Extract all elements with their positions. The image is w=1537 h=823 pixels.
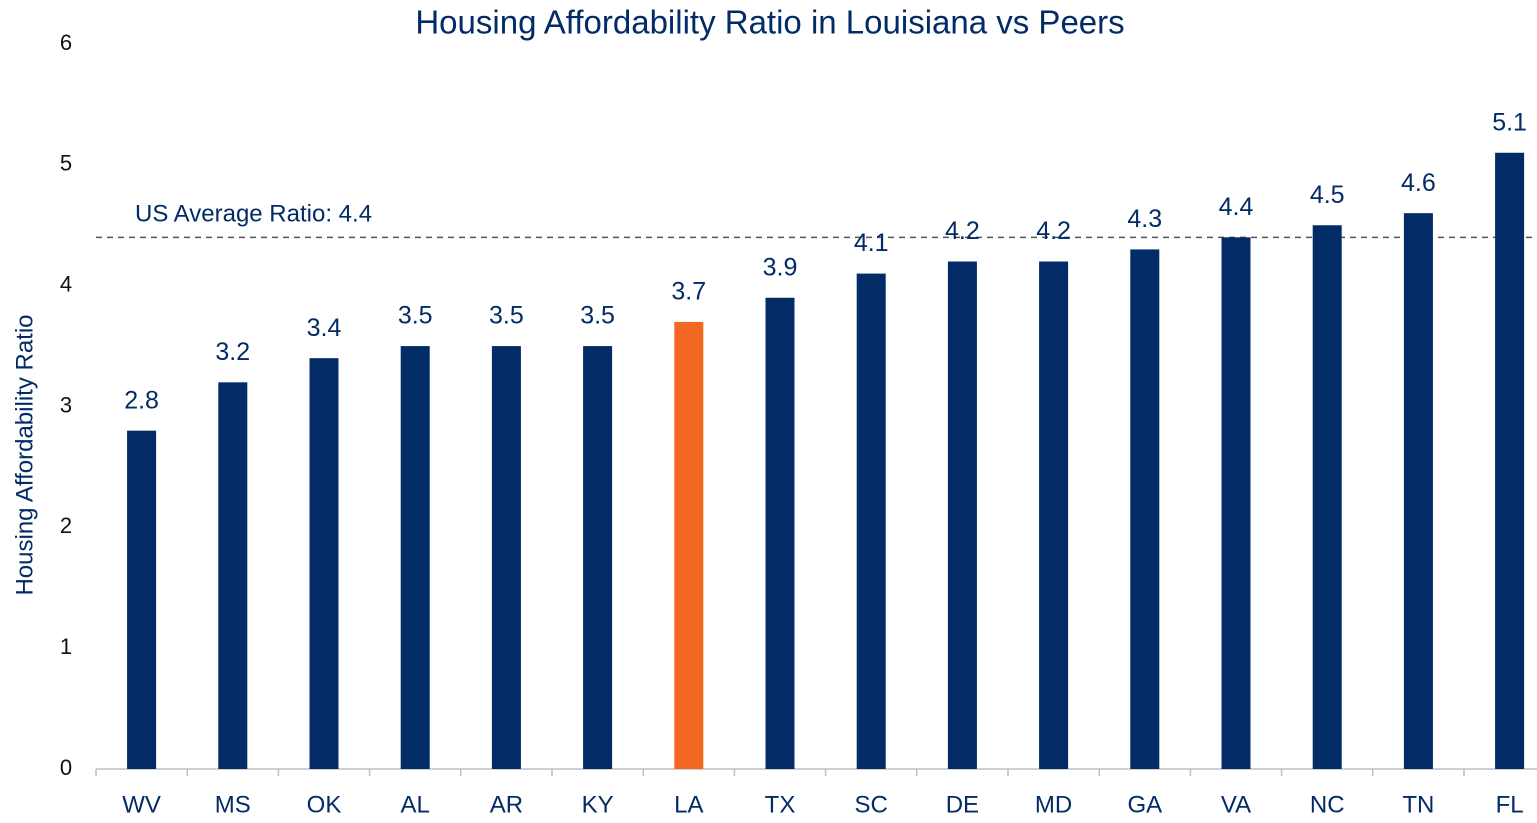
value-label: 4.2 [945, 217, 980, 245]
bar [309, 358, 339, 769]
value-label: 3.5 [398, 302, 433, 330]
value-label: 2.8 [124, 386, 159, 414]
bar [1495, 152, 1525, 769]
x-tick-label: SC [855, 791, 888, 818]
bar [947, 261, 977, 769]
bar [856, 273, 886, 769]
y-tick-label: 0 [60, 755, 72, 780]
y-axis-label: Housing Affordability Ratio [11, 314, 38, 595]
x-tick-label: VA [1221, 791, 1251, 818]
value-label: 4.5 [1310, 181, 1345, 209]
x-tick-label: OK [307, 791, 342, 818]
y-tick-label: 1 [60, 634, 72, 659]
value-label: 4.2 [1036, 217, 1071, 245]
value-label: 4.4 [1219, 193, 1254, 221]
x-tick-label: FL [1496, 791, 1524, 818]
value-label: 4.3 [1127, 205, 1162, 233]
chart-title: Housing Affordability Ratio in Louisiana… [415, 4, 1124, 41]
value-label: 3.7 [671, 278, 706, 306]
bar [127, 430, 157, 769]
value-label: 3.4 [307, 314, 342, 342]
x-tick-label: WV [122, 791, 161, 818]
x-tick-label: NC [1310, 791, 1345, 818]
value-label: 3.5 [489, 302, 524, 330]
x-tick-label: MS [215, 791, 251, 818]
y-tick-label: 4 [60, 271, 72, 296]
bar [491, 346, 521, 769]
y-tick-label: 3 [60, 392, 72, 417]
value-label: 5.1 [1492, 108, 1527, 136]
value-label: 4.6 [1401, 169, 1436, 197]
bar [765, 297, 795, 769]
bar [583, 346, 613, 769]
bar [218, 382, 248, 769]
y-tick-label: 2 [60, 513, 72, 538]
x-tick-label: AL [401, 791, 430, 818]
value-label: 3.2 [215, 338, 250, 366]
value-label: 3.5 [580, 302, 615, 330]
bar [674, 321, 704, 769]
x-tick-label: TX [765, 791, 796, 818]
bar [400, 346, 430, 769]
x-tick-label: LA [674, 791, 703, 818]
bar [1130, 249, 1160, 769]
x-tick-label: AR [490, 791, 523, 818]
value-label: 3.9 [763, 253, 798, 281]
x-tick-label: TN [1402, 791, 1434, 818]
bar [1403, 213, 1433, 769]
y-tick-label: 6 [60, 30, 72, 55]
y-tick-label: 5 [60, 151, 72, 176]
value-label: 4.1 [854, 229, 889, 257]
x-tick-label: MD [1035, 791, 1072, 818]
bar [1221, 237, 1251, 770]
reference-label: US Average Ratio: 4.4 [135, 201, 372, 228]
bar [1039, 261, 1069, 769]
x-tick-label: KY [582, 791, 614, 818]
bar [1312, 225, 1342, 769]
x-tick-label: DE [946, 791, 979, 818]
x-tick-label: GA [1127, 791, 1162, 818]
